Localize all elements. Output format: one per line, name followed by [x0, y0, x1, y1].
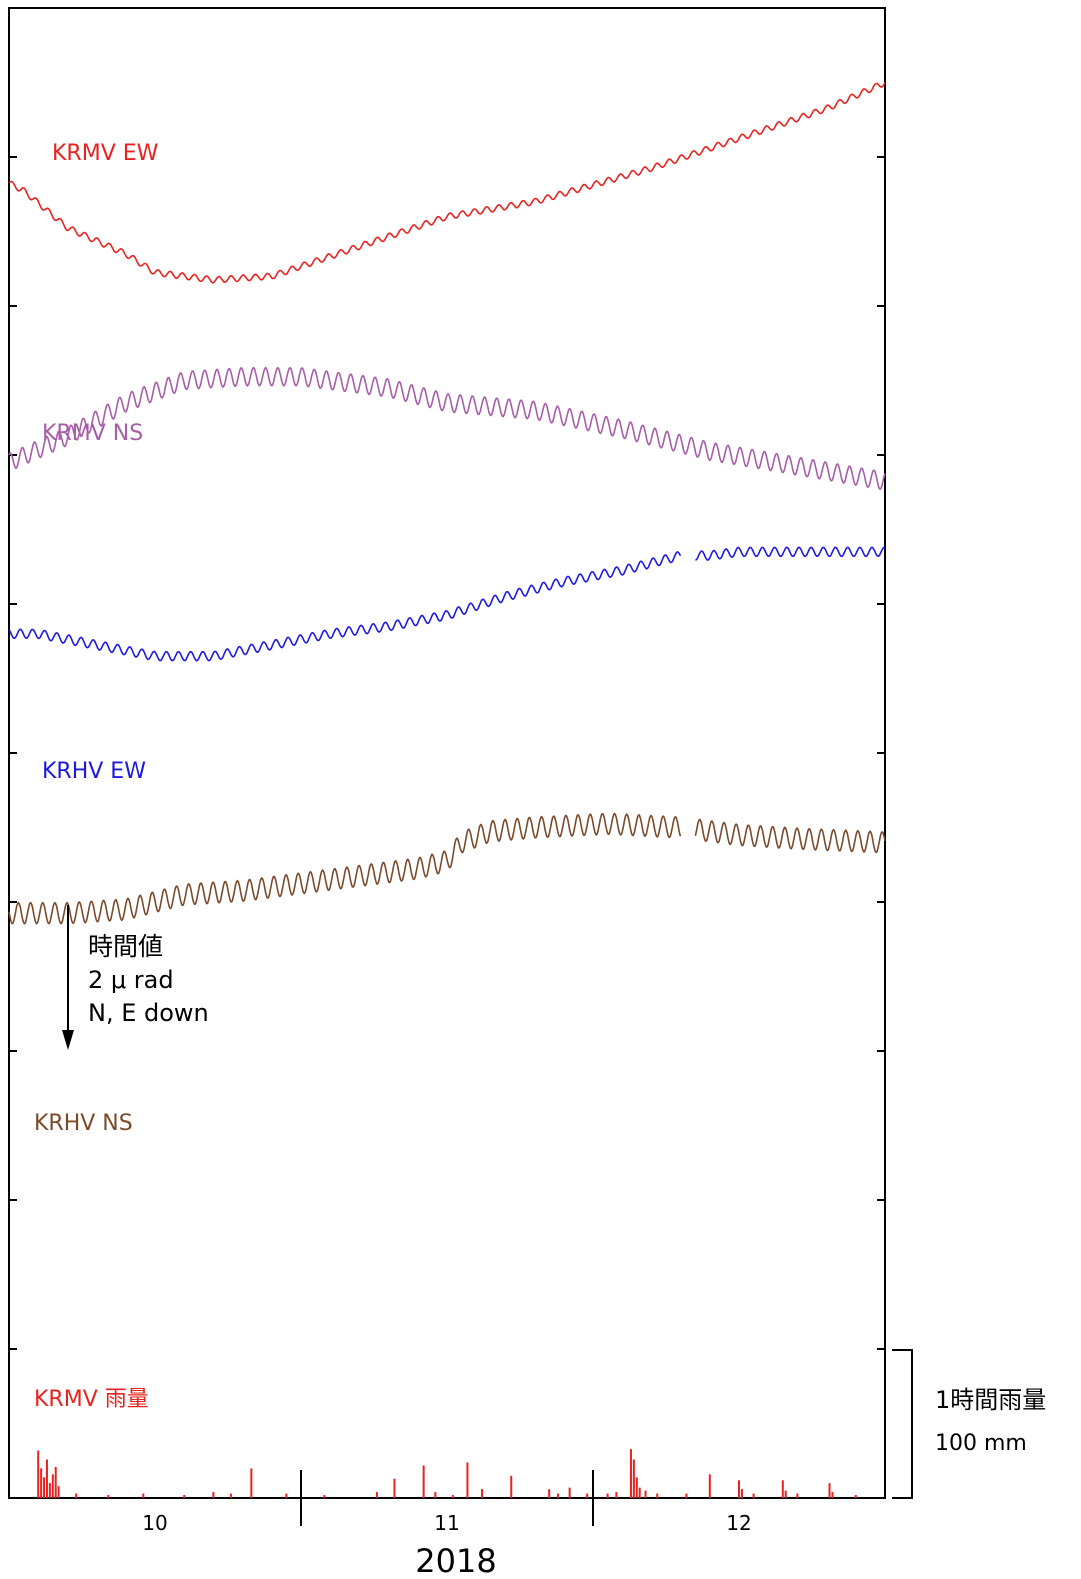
rain-bars	[37, 1449, 857, 1498]
rain-bar	[375, 1492, 378, 1498]
rain-bar	[752, 1493, 755, 1498]
rain-bar	[738, 1480, 740, 1498]
rain-bar	[685, 1493, 688, 1498]
rain-bar	[708, 1474, 711, 1498]
rain-bar	[828, 1483, 831, 1498]
rain-scale-value: 100 mm	[935, 1431, 1027, 1456]
series-label-krmv-ew: KRMV EW	[52, 141, 159, 166]
rain-bar	[75, 1493, 78, 1498]
rain-bar	[644, 1490, 647, 1498]
rain-bar	[556, 1493, 559, 1498]
rain-bar	[481, 1489, 484, 1498]
x-tick-label: 10	[142, 1511, 167, 1535]
rain-bar	[510, 1475, 513, 1498]
series-line-krhv-ns	[694, 818, 886, 854]
rain-bar	[781, 1480, 784, 1498]
rain-bar	[568, 1487, 571, 1498]
series-line-krmv-ns	[8, 366, 886, 491]
rain-bar	[632, 1459, 635, 1498]
x-tick-label: 12	[726, 1511, 751, 1535]
tilt-scale-direction: N, E down	[88, 999, 209, 1027]
rain-bar	[434, 1492, 437, 1498]
rain-label: KRMV 雨量	[34, 1387, 149, 1412]
rain-bar	[250, 1468, 253, 1498]
rain-scale-label: 1時間雨量	[935, 1386, 1046, 1414]
rain-bar	[393, 1478, 396, 1498]
rain-bar	[323, 1495, 326, 1498]
series-line-krhv-ew	[695, 546, 886, 561]
rain-bar	[638, 1487, 641, 1498]
tilt-scale-value: 2 μ rad	[88, 966, 174, 994]
tilt-scale: 時間値 2 μ rad N, E down	[62, 905, 209, 1050]
series-line-krhv-ew	[8, 551, 682, 662]
x-ticks: 10 11 12	[142, 1470, 752, 1535]
rain-bar	[629, 1449, 632, 1498]
rain-bar	[586, 1493, 589, 1498]
x-tick-label: 11	[434, 1511, 459, 1535]
rain-bar	[43, 1477, 46, 1498]
rain-bar	[466, 1462, 469, 1498]
year-label: 2018	[415, 1542, 496, 1579]
tilt-scale-arrow-head	[62, 1030, 74, 1050]
rain-bar	[40, 1468, 43, 1498]
rain-bar	[183, 1495, 186, 1498]
rain-bar	[606, 1493, 609, 1498]
rain-bar	[212, 1492, 215, 1498]
rain-bar	[37, 1450, 40, 1498]
rain-bar	[548, 1489, 551, 1498]
rain-bar	[54, 1466, 57, 1498]
rain-bar	[229, 1493, 232, 1498]
rain-bar	[107, 1495, 110, 1498]
series-label-krhv-ns: KRHV NS	[34, 1111, 133, 1136]
rain-bar	[635, 1477, 638, 1498]
series-label-krmv-ns: KRMV NS	[42, 421, 143, 446]
series-label-krhv-ew: KRHV EW	[42, 759, 146, 784]
rain-bar	[45, 1459, 48, 1498]
rain-scale-bracket	[892, 1349, 913, 1499]
rain-bar	[57, 1486, 60, 1498]
rain-bar	[656, 1493, 659, 1498]
rain-bar	[48, 1483, 51, 1498]
rain-bar	[854, 1495, 857, 1498]
rain-bar	[51, 1474, 54, 1498]
series-layer	[8, 82, 886, 925]
y-ticks	[9, 156, 885, 1350]
tilt-scale-label: 時間値	[88, 932, 163, 961]
series-line-krhv-ns	[8, 812, 682, 925]
series-line-krmv-ew	[8, 82, 886, 284]
rain-bar	[784, 1490, 787, 1498]
rain-bar	[615, 1492, 618, 1498]
rain-bar	[796, 1493, 799, 1498]
rain-bar	[451, 1495, 454, 1498]
rain-bar	[142, 1493, 145, 1498]
rain-bar	[740, 1489, 743, 1498]
rain-bar	[422, 1465, 425, 1498]
rain-scale: 1時間雨量 100 mm	[892, 1349, 1046, 1499]
plot-frame	[8, 7, 886, 1499]
rain-bar	[831, 1492, 834, 1498]
rain-bar	[285, 1493, 288, 1498]
